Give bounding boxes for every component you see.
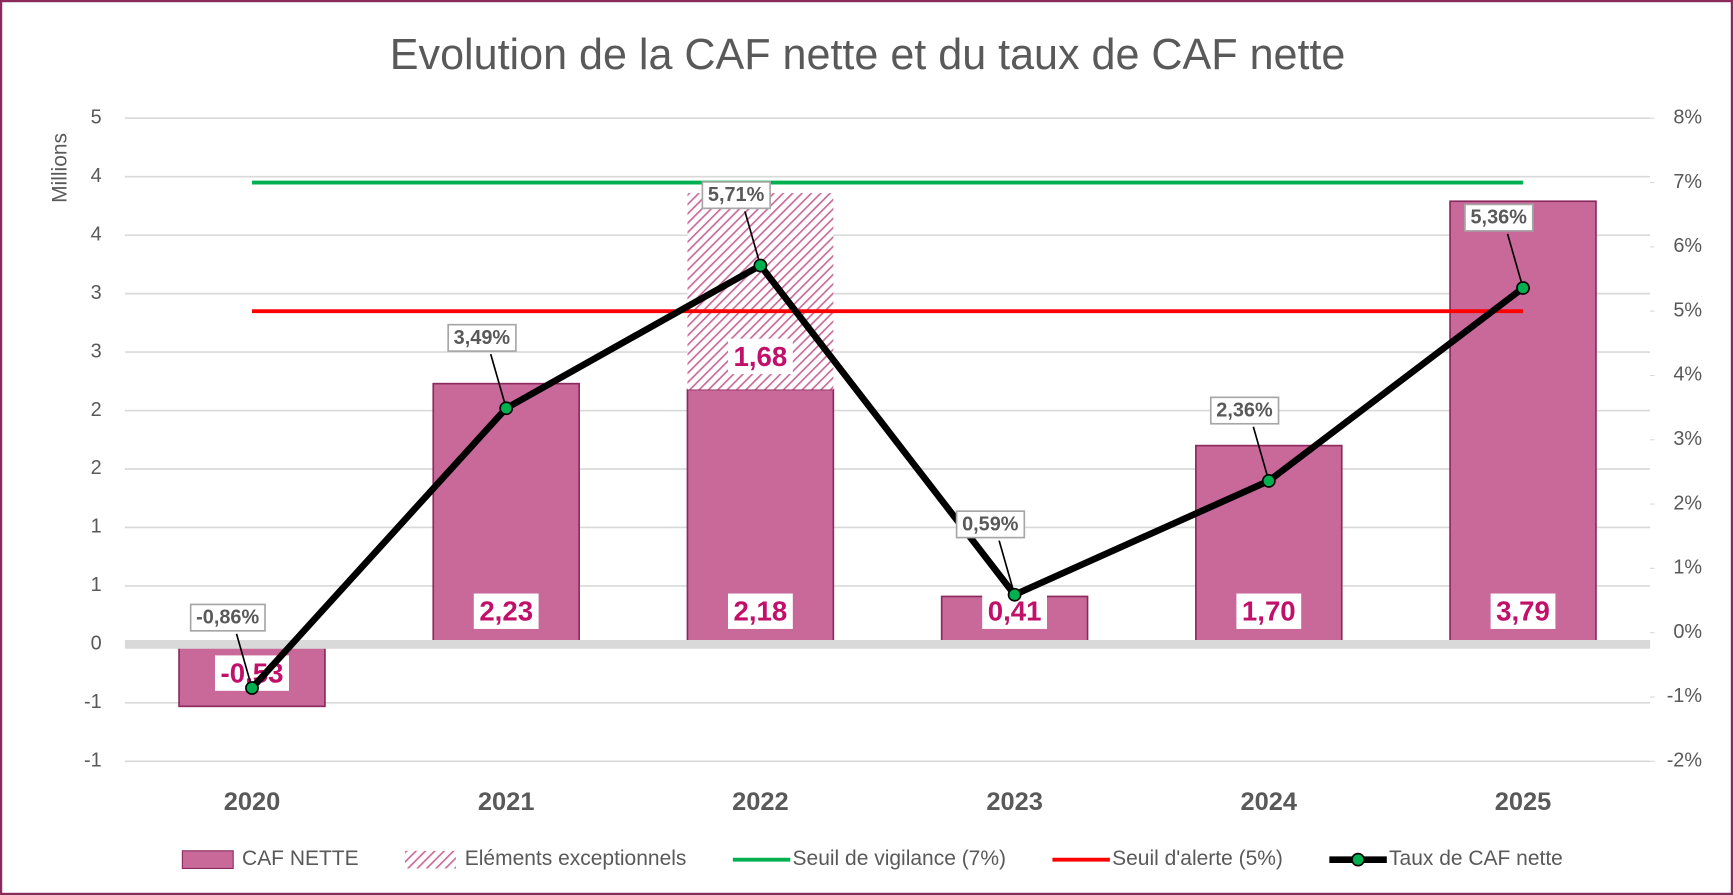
x-tick-label: 2022 [732,788,789,816]
y-axis-label: Millions [48,133,71,203]
bar-value-label-bg [727,338,793,375]
x-tick-label: 2024 [1241,788,1298,816]
marker [1261,474,1276,488]
line-value-label-bg [1209,396,1280,425]
legend-swatch [181,850,234,870]
line-value-label: 0,59% [962,513,1019,535]
leader-line [998,540,1016,595]
y2-tick-label: 0% [1673,621,1702,643]
bar-value-label: 1,68 [734,341,788,372]
y-tick-label: 2 [91,457,102,479]
y-tick-label: -1 [84,691,102,713]
leader-line [1506,233,1524,289]
y-tick-label: 5 [91,106,102,128]
y-tick-label: 4 [91,165,102,187]
bar-value-label-bg [1490,593,1556,629]
bar-value-label-group: 1,68 [727,338,793,375]
line [249,261,1526,691]
y2-tick-label: -1% [1667,685,1702,707]
leader-line [489,353,507,409]
y-tick-label: -1 [84,750,102,772]
bar-value-label-group: 2,18 [727,593,793,629]
y2-tick-label: -2% [1667,750,1702,772]
y2-tick-label: 6% [1673,235,1702,257]
marker [753,258,768,273]
line-value-label: -0,86% [196,607,259,629]
y2-tick-label: 7% [1673,171,1702,193]
y2-tick-label: 5% [1673,299,1702,321]
legend-label: Seuil de vigilance (7%) [793,847,1006,870]
bar-value-label: 2,18 [734,596,788,627]
line-value-label: 5,36% [1471,207,1528,229]
marker [1007,587,1022,602]
line-value-label-group: 2,36% [1209,396,1280,425]
line-value-label-bg [1464,203,1534,232]
y-tick-label: 3 [91,340,102,362]
legend-swatch [405,850,456,869]
bar-value-label-bg [727,593,793,629]
bar-value-label: 1,70 [1242,596,1296,627]
line-value-label-group: 0,59% [955,510,1026,539]
bar-value-label-group: 2,23 [473,593,539,629]
legend-label: Seuil d'alerte (5%) [1112,847,1283,870]
y-tick-label: 0 [91,633,102,655]
bar [1449,200,1597,646]
line-value-label-bg [189,603,266,632]
line-value-label-group: 5,71% [701,181,771,210]
leader-line [235,633,253,689]
line-value-label: 5,71% [708,184,765,206]
x-tick-label: 2025 [1495,788,1552,816]
x-tick-label: 2023 [986,788,1043,816]
line-value-label: 3,49% [454,327,511,349]
marker [1516,281,1530,295]
y2-tick-label: 1% [1673,557,1702,579]
y2-tick-label: 8% [1673,106,1702,128]
legend-marker [1351,852,1365,867]
bar-value-label: 2,23 [479,596,533,627]
y-tick-label: 4 [91,223,102,245]
bar-value-label-bg [473,593,539,629]
line-value-label: 2,36% [1216,400,1273,422]
bar-value-label-group: 3,79 [1490,593,1556,629]
line-value-label-group: -0,86% [189,603,266,632]
leader-line [1252,426,1270,482]
legend-label: CAF NETTE [242,847,359,870]
marker [245,681,259,695]
marker [499,401,514,416]
legend-label: Taux de CAF nette [1389,847,1563,870]
bar-value-label-bg [1236,593,1302,629]
bar-value-label: 3,79 [1496,596,1550,627]
y-tick-label: 1 [91,516,102,538]
x-tick-label: 2021 [478,788,535,816]
y-tick-label: 3 [91,282,102,304]
bar-value-label-group: 1,70 [1236,593,1302,629]
line-value-label-group: 5,36% [1464,203,1534,232]
legend-label: Eléments exceptionnels [465,847,687,870]
y2-tick-label: 4% [1673,364,1702,386]
y2-tick-label: 3% [1673,428,1702,450]
line-value-label-bg [701,181,771,210]
y-tick-label: 1 [91,574,102,596]
y-tick-label: 2 [91,399,102,421]
x-tick-label: 2020 [224,788,281,816]
y2-tick-label: 2% [1673,492,1702,514]
line-value-label-bg [447,323,517,352]
line-value-label-bg [955,510,1026,539]
chart-title: Evolution de la CAF nette et du taux de … [390,31,1346,79]
leader-line [744,211,762,266]
line-value-label-group: 3,49% [447,323,517,352]
